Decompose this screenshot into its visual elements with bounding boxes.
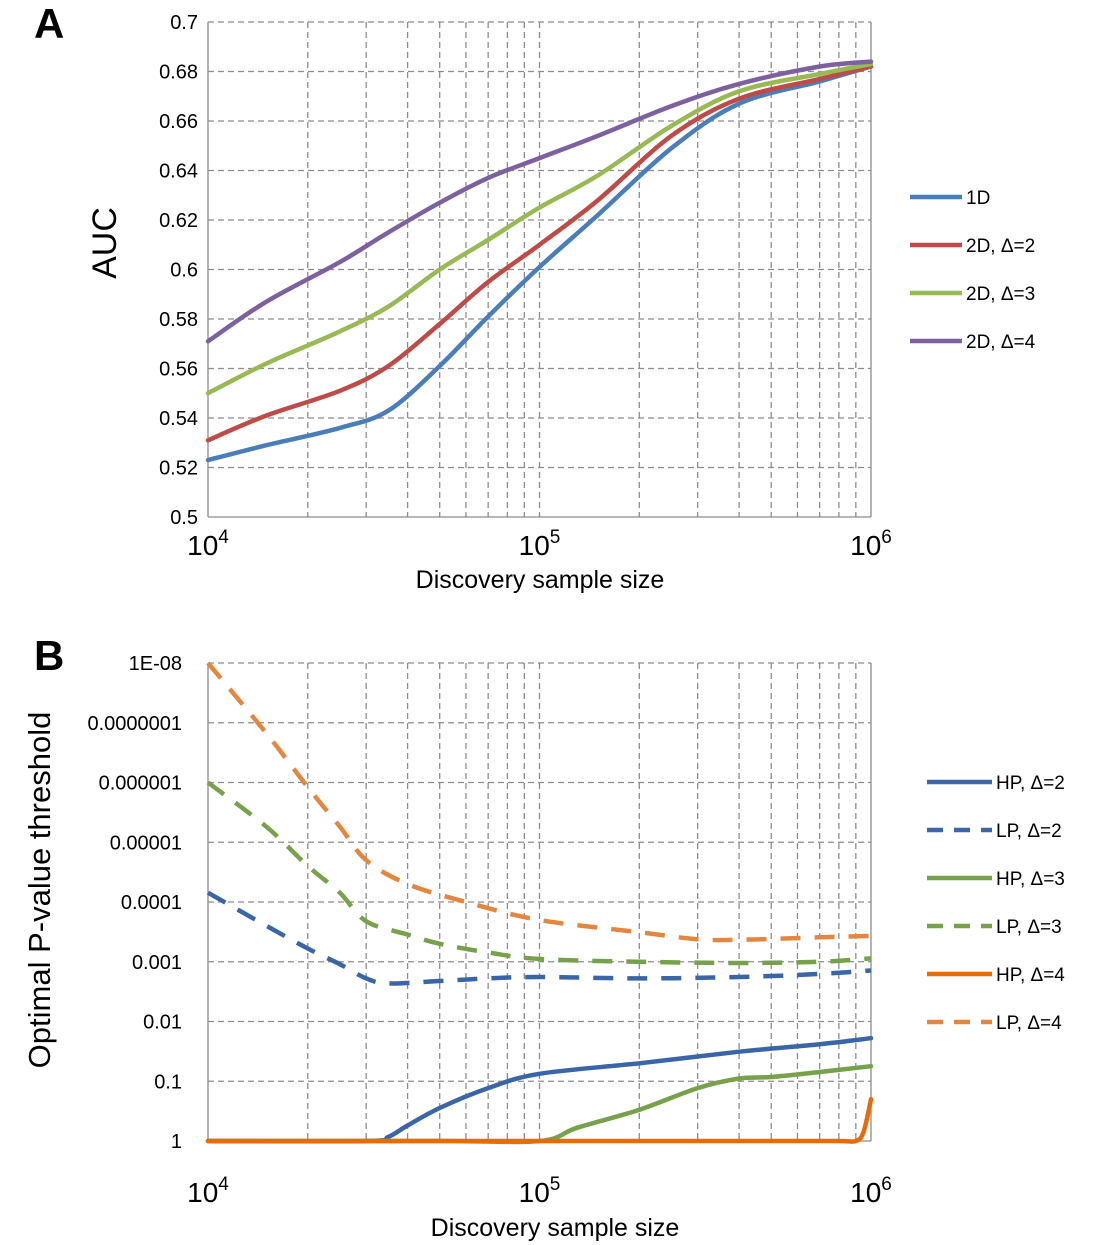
- x-tick-label: 106: [850, 527, 892, 561]
- x-tick-label: 105: [519, 1174, 561, 1208]
- panel-b-x-axis-label: Discovery sample size: [431, 1214, 680, 1242]
- y-tick-label: 0.68: [159, 62, 198, 84]
- y-tick-label: 0.52: [159, 458, 198, 480]
- x-tick-base: 10: [187, 1177, 218, 1208]
- y-tick-label: 1: [171, 1131, 182, 1153]
- x-tick-base: 10: [850, 1177, 881, 1208]
- series-line-2d-delta-4: [205, 59, 874, 344]
- legend-label-2d-delta-4: 2D, Δ=4: [966, 332, 1036, 353]
- y-tick-label: 0.1: [154, 1071, 182, 1093]
- legend-label-2d-delta-2: 2D, Δ=2: [966, 236, 1035, 257]
- panel-a-grid: [207, 21, 872, 518]
- x-tick-exponent: 5: [550, 527, 561, 548]
- panel-b-x-ticks: 104 105 106: [187, 1174, 892, 1208]
- panel-b: B 1E-08 0.0000001 0.000001 0.00001 0.0001 0.0…: [22, 632, 1065, 1242]
- x-tick-exponent: 6: [881, 527, 892, 548]
- legend-label-lp-delta-2: LP, Δ=2: [996, 821, 1062, 842]
- panel-a-x-axis-label: Discovery sample size: [416, 566, 665, 594]
- series-line-lp-delta-4: [206, 661, 872, 943]
- x-tick-label: 106: [850, 1174, 892, 1208]
- legend-label-2d-delta-3: 2D, Δ=3: [966, 284, 1035, 305]
- legend-label-hp-delta-2: HP, Δ=2: [996, 773, 1065, 794]
- legend-label-hp-delta-3: HP, Δ=3: [996, 869, 1065, 890]
- x-tick-label: 104: [187, 527, 229, 561]
- y-tick-label: 0.62: [159, 210, 198, 232]
- legend-label-hp-delta-4: HP, Δ=4: [996, 965, 1065, 986]
- panel-a-x-ticks: 104 105 106: [187, 527, 892, 561]
- series-line-hp-delta-4: [205, 1096, 874, 1144]
- panel-a-legend: 1D 2D, Δ=2 2D, Δ=3 2D, Δ=4: [910, 188, 1036, 353]
- panel-b-legend: HP, Δ=2 LP, Δ=2 HP, Δ=3 LP, Δ=3 HP, Δ=4 LP, Δ…: [927, 773, 1065, 1034]
- panel-b-y-ticks: 1E-08 0.0000001 0.000001 0.00001 0.0001 0.001…: [87, 653, 182, 1153]
- y-tick-label: 0.6: [170, 260, 198, 282]
- x-tick-exponent: 4: [218, 527, 229, 548]
- series-line-lp-delta-2: [206, 890, 872, 986]
- panel-b-grid: [207, 662, 872, 1142]
- panel-b-y-axis-label: Optimal P-value threshold: [22, 712, 57, 1069]
- x-tick-base: 10: [519, 1177, 550, 1208]
- y-tick-label: 0.58: [159, 309, 198, 331]
- series-line-2d-delta-3: [205, 61, 874, 396]
- legend-label-lp-delta-4: LP, Δ=4: [996, 1013, 1062, 1034]
- panel-a-lines: [205, 59, 874, 463]
- panel-a-y-axis-label: AUC: [86, 207, 124, 279]
- y-tick-label: 0.001: [132, 952, 182, 974]
- y-tick-label: 0.00001: [110, 832, 182, 854]
- panel-a-letter: A: [34, 0, 64, 47]
- y-tick-label: 0.7: [170, 12, 198, 34]
- y-tick-label: 0.54: [159, 408, 198, 430]
- y-tick-label: 0.5: [170, 507, 198, 529]
- x-tick-exponent: 6: [881, 1174, 892, 1195]
- x-tick-label: 104: [187, 1174, 229, 1208]
- legend-label-1d: 1D: [966, 188, 990, 209]
- x-tick-label: 105: [519, 527, 561, 561]
- x-tick-base: 10: [850, 530, 881, 561]
- y-tick-label: 1E-08: [129, 653, 182, 675]
- x-tick-base: 10: [519, 530, 550, 561]
- y-tick-label: 0.64: [159, 161, 198, 183]
- panel-a-y-ticks: 0.5 0.52 0.54 0.56 0.58 0.6 0.62 0.64 0.66 0.68 0.…: [159, 12, 198, 529]
- y-tick-label: 0.0000001: [87, 713, 182, 735]
- panel-a: A 0.5 0.52 0.54 0.56 0.58 0.6 0.62 0.64 0.66 0.68…: [34, 0, 1036, 594]
- y-tick-label: 0.56: [159, 359, 198, 381]
- panel-b-letter: B: [34, 632, 64, 679]
- series-line-1d: [205, 64, 874, 463]
- series-line-lp-delta-3: [206, 780, 872, 966]
- y-tick-label: 0.66: [159, 111, 198, 133]
- x-tick-base: 10: [187, 530, 218, 561]
- y-tick-label: 0.0001: [121, 892, 182, 914]
- legend-label-lp-delta-3: LP, Δ=3: [996, 917, 1062, 938]
- x-tick-exponent: 5: [550, 1174, 561, 1195]
- y-tick-label: 0.000001: [99, 773, 182, 795]
- x-tick-exponent: 4: [218, 1174, 229, 1195]
- panel-b-lines: [205, 661, 874, 1145]
- y-tick-label: 0.01: [143, 1012, 182, 1034]
- series-line-2d-delta-2: [205, 64, 874, 443]
